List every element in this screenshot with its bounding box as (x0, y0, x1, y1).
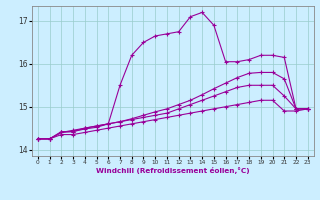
X-axis label: Windchill (Refroidissement éolien,°C): Windchill (Refroidissement éolien,°C) (96, 167, 250, 174)
